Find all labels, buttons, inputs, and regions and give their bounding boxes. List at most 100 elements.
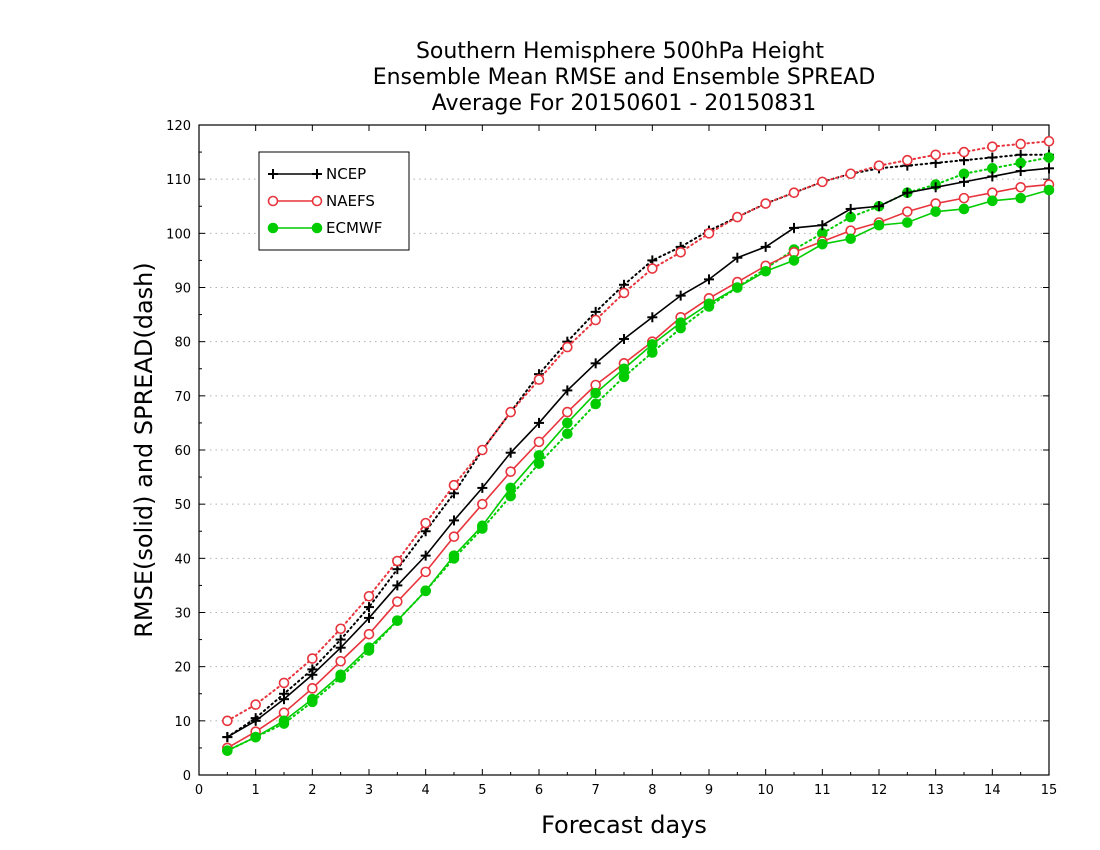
- legend-label: NCEP: [326, 165, 366, 183]
- y-tick-label: 20: [174, 661, 191, 676]
- legend-marker-left: [267, 222, 279, 234]
- data-point: [760, 198, 771, 209]
- y-tick-label: 40: [174, 552, 191, 567]
- data-point: [477, 520, 488, 532]
- data-point: [363, 642, 375, 654]
- y-tick-label: 110: [166, 173, 191, 188]
- data-point: [392, 615, 403, 626]
- data-point: [902, 187, 913, 198]
- x-tick-label: 12: [871, 783, 888, 798]
- x-tick-label: 4: [422, 783, 430, 798]
- data-point: [1043, 152, 1055, 163]
- data-point: [987, 152, 998, 163]
- data-point: [562, 428, 573, 440]
- legend-marker-left: [267, 195, 279, 207]
- legend-label: ECMWF: [326, 219, 382, 237]
- data-point: [930, 182, 941, 193]
- data-point: [958, 203, 970, 215]
- data-point: [477, 482, 488, 493]
- data-point: [250, 731, 261, 743]
- data-point: [533, 374, 545, 385]
- data-point: [817, 220, 828, 231]
- data-point: [533, 436, 545, 448]
- data-point: [420, 585, 431, 597]
- data-point: [1015, 181, 1026, 193]
- data-point: [732, 211, 743, 223]
- data-point: [1015, 138, 1026, 150]
- data-point: [278, 715, 290, 727]
- data-point: [703, 298, 715, 310]
- data-point: [590, 387, 601, 399]
- data-point: [363, 628, 375, 640]
- data-point: [902, 154, 913, 166]
- data-point: [307, 693, 318, 705]
- data-point: [364, 602, 374, 613]
- data-point: [335, 623, 346, 635]
- data-point: [789, 222, 799, 233]
- data-point: [845, 168, 856, 180]
- data-point: [817, 238, 828, 250]
- data-point: [647, 339, 658, 350]
- y-tick-label: 70: [174, 390, 191, 405]
- y-axis-label: RMSE(solid) and SPREAD(dash): [130, 262, 158, 638]
- title-line-2: Ensemble Mean RMSE and Ensemble SPREAD: [373, 65, 876, 90]
- data-point: [307, 653, 318, 664]
- data-point: [760, 241, 771, 252]
- data-point: [788, 255, 800, 266]
- data-point: [902, 206, 913, 217]
- data-point: [1043, 135, 1055, 147]
- data-point: [420, 550, 431, 561]
- legend-marker-right: [311, 195, 323, 207]
- data-point: [958, 192, 970, 204]
- data-point: [392, 596, 403, 607]
- y-tick-label: 90: [174, 282, 191, 297]
- data-point: [987, 171, 998, 182]
- y-tick-label: 120: [166, 119, 191, 134]
- data-point: [505, 482, 516, 494]
- data-point: [250, 715, 261, 726]
- series-naefs-rmse: [222, 179, 1055, 754]
- data-point: [618, 363, 630, 375]
- y-tick-label: 30: [174, 607, 191, 622]
- series-ecmwf-rmse: [222, 184, 1055, 756]
- data-point: [760, 265, 771, 277]
- data-point: [902, 217, 913, 228]
- data-point: [845, 203, 856, 214]
- data-point: [335, 669, 346, 681]
- data-point: [732, 252, 743, 263]
- data-point: [704, 274, 714, 285]
- legend-label: NAEFS: [326, 192, 375, 210]
- grid-lines: [199, 178, 1049, 722]
- data-point: [817, 176, 828, 188]
- title-line-3: Average For 20150601 - 20150831: [432, 91, 817, 116]
- data-point: [590, 314, 601, 326]
- data-point: [392, 580, 403, 591]
- chart-title: Southern Hemisphere 500hPa Height Ensemb…: [373, 39, 876, 116]
- x-tick-label: 11: [814, 783, 831, 798]
- x-tick-label: 0: [195, 783, 203, 798]
- data-point: [562, 417, 573, 429]
- x-tick-label: 13: [927, 783, 944, 798]
- data-point: [477, 444, 488, 456]
- x-tick-label: 9: [705, 783, 713, 798]
- data-point: [958, 146, 970, 158]
- data-point: [647, 312, 658, 323]
- legend-entry-ecmwf: ECMWF: [267, 219, 382, 237]
- x-tick-label: 6: [535, 783, 543, 798]
- data-point: [505, 406, 516, 418]
- data-point: [222, 745, 233, 756]
- data-point: [307, 683, 318, 694]
- x-tick-label: 8: [648, 783, 656, 798]
- data-point: [448, 479, 460, 491]
- x-tick-label: 14: [984, 783, 1001, 798]
- data-point: [619, 333, 629, 344]
- data-point: [307, 669, 318, 680]
- legend-entry-ncep: NCEP: [268, 165, 366, 183]
- data-point: [618, 287, 630, 299]
- data-point: [675, 317, 686, 329]
- legend-marker-right: [311, 222, 323, 234]
- title-line-1: Southern Hemisphere 500hPa Height: [416, 39, 824, 64]
- data-point: [364, 612, 374, 623]
- x-tick-label: 2: [308, 783, 316, 798]
- data-point: [930, 149, 941, 161]
